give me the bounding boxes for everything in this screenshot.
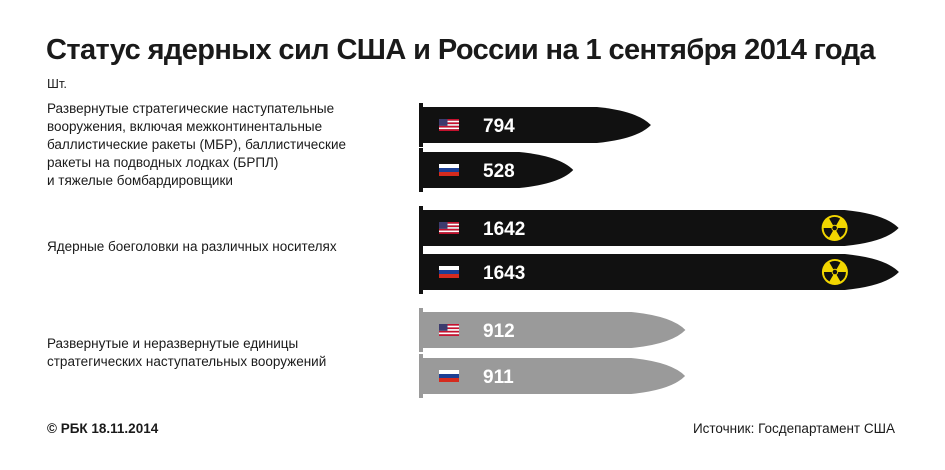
bar-value: 794 [483, 116, 515, 137]
category-label-warheads: Ядерные боеголовки на различных носителя… [47, 238, 337, 256]
bar-body [419, 107, 651, 143]
russia-flag [439, 370, 459, 382]
bar-body [419, 152, 574, 188]
bar-warheads-usa: 1642 [419, 206, 899, 250]
bar-value: 912 [483, 321, 515, 342]
category-label-line: и тяжелые бомбардировщики [47, 173, 233, 188]
category-label-deployed: Развернутые стратегические наступательны… [47, 100, 346, 190]
bar-body [419, 210, 899, 246]
category-label-total: Развернутые и неразвернутые единицы стра… [47, 335, 326, 371]
bar-deployed-usa: 794 [419, 103, 651, 147]
bar-total-russia: 911 [419, 354, 686, 398]
radiation-icon [821, 215, 848, 241]
category-label-line: баллистические ракеты (МБР), баллистичес… [47, 137, 347, 152]
us-flag [439, 324, 459, 336]
us-flag [439, 119, 459, 131]
russia-flag [439, 164, 459, 176]
category-label-line: Развернутые стратегические наступательны… [47, 101, 335, 116]
bar-value: 528 [483, 161, 515, 182]
bar-body [419, 254, 899, 290]
unit-label: Шт. [47, 76, 68, 91]
bar-value: 1643 [483, 263, 525, 284]
bar-value: 911 [483, 367, 514, 388]
category-label-line: Развернутые и неразвернутые единицы [47, 336, 299, 351]
bar-deployed-russia: 528 [419, 148, 574, 192]
category-label-line: ракеты на подводных лодках (БРПЛ) [47, 155, 279, 170]
chart-title: Статус ядерных сил США и России на 1 сен… [46, 34, 876, 66]
radiation-icon [821, 259, 848, 285]
us-flag [439, 222, 459, 234]
category-label-line: Ядерные боеголовки на различных носителя… [47, 239, 337, 254]
source-note: Источник: Госдепартамент США [692, 421, 895, 436]
copyright: © РБК 18.11.2014 [47, 421, 159, 436]
bar-total-usa: 912 [419, 308, 686, 352]
bar-value: 1642 [483, 219, 525, 240]
bar-body [419, 312, 686, 348]
category-label-line: вооружения, включая межконтинентальные [47, 119, 323, 134]
bar-warheads-russia: 1643 [419, 250, 899, 294]
russia-flag [439, 266, 459, 278]
category-label-line: стратегических наступательных вооружений [47, 354, 327, 369]
bar-body [419, 358, 686, 394]
